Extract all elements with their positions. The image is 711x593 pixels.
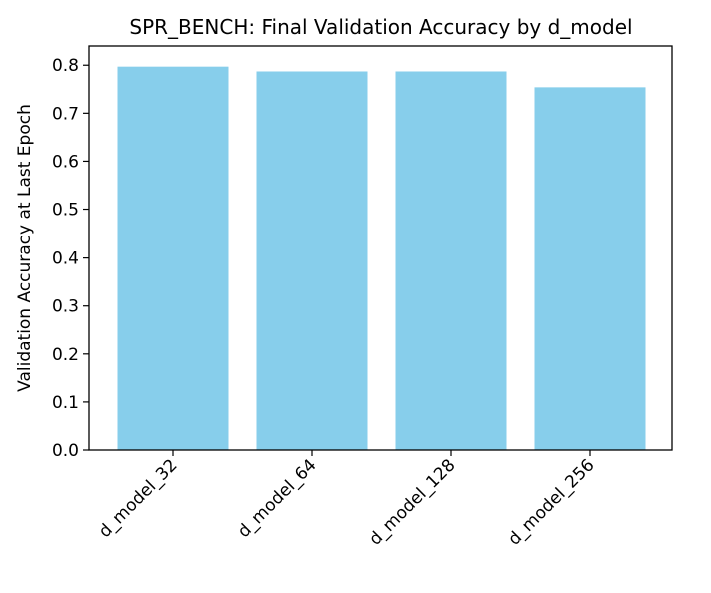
y-tick-label: 0.5 (52, 201, 79, 221)
bar-d_model_128 (395, 71, 507, 450)
x-tick-label: d_model_64 (234, 455, 321, 542)
y-axis-label: Validation Accuracy at Last Epoch (15, 104, 35, 392)
x-tick-label: d_model_128 (365, 455, 459, 549)
y-tick-label: 0.8 (52, 56, 79, 76)
axes-frame (88, 45, 673, 451)
y-tick-label: 0.0 (52, 441, 79, 461)
bar-d_model_32 (117, 66, 229, 450)
plot-area: 0.0 0.1 0.2 0.3 0.4 0.5 0.6 0.7 0.8 d_model_32 d_m… (52, 45, 673, 550)
y-tick-label: 0.2 (52, 345, 79, 365)
x-tick-label: d_model_32 (95, 455, 182, 542)
y-tick-label: 0.6 (52, 152, 79, 172)
y-tick-label: 0.7 (52, 104, 79, 124)
bar-d_model_64 (256, 71, 368, 450)
y-tick-label: 0.4 (52, 249, 79, 269)
x-tick-label: d_model_256 (504, 455, 598, 549)
chart-title: SPR_BENCH: Final Validation Accuracy by … (129, 15, 632, 39)
y-tick-label: 0.1 (52, 393, 79, 413)
bar-d_model_256 (534, 87, 646, 450)
y-tick-label: 0.3 (52, 297, 79, 317)
